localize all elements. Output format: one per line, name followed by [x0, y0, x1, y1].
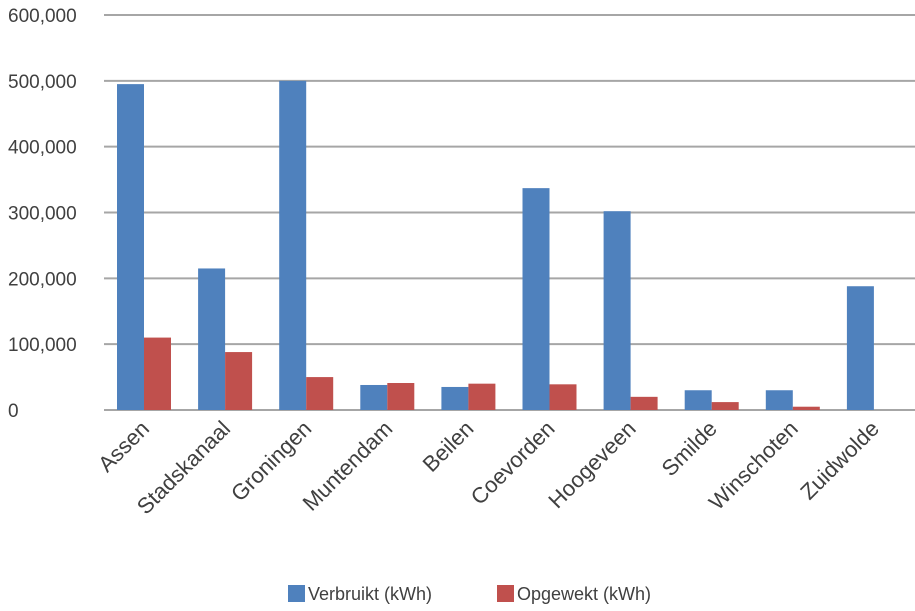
legend: Verbruikt (kWh) Opgewekt (kWh): [288, 584, 651, 604]
bar-verbruikt: [765, 390, 793, 410]
x-category-label: Smilde: [657, 416, 722, 481]
bar-opgewekt: [306, 377, 334, 410]
y-tick-label: 200,000: [8, 269, 77, 290]
bar-opgewekt: [711, 402, 739, 410]
bars: [117, 80, 874, 410]
bar-verbruikt: [441, 386, 469, 410]
bar-opgewekt: [144, 337, 171, 410]
x-category-label: Assen: [93, 416, 154, 477]
bar-verbruikt: [522, 188, 550, 410]
y-axis-tick-labels: 0 100,000 200,000 300,000 400,000 500,000 600,…: [8, 6, 77, 422]
y-tick-label: 0: [8, 401, 19, 422]
y-tick-label: 500,000: [8, 72, 77, 93]
bar-verbruikt: [198, 268, 226, 410]
x-category-label: Beilen: [418, 416, 479, 477]
bar-verbruikt: [279, 80, 307, 410]
bar-opgewekt: [225, 352, 253, 410]
legend-label: Opgewekt (kWh): [517, 584, 651, 604]
y-tick-label: 100,000: [8, 335, 77, 356]
y-tick-label: 600,000: [8, 6, 77, 27]
bar-verbruikt: [117, 84, 144, 410]
bar-verbruikt: [360, 384, 388, 410]
bar-opgewekt: [387, 383, 415, 410]
bar-verbruikt: [846, 286, 874, 410]
bar-opgewekt: [792, 406, 820, 410]
x-category-label: Hoogeveen: [543, 416, 640, 513]
bar-opgewekt: [630, 396, 658, 410]
bar-verbruikt: [684, 390, 712, 410]
legend-label: Verbruikt (kWh): [308, 584, 432, 604]
bar-verbruikt: [603, 211, 631, 410]
legend-swatch-opgewekt: [497, 585, 514, 602]
bar-opgewekt: [549, 384, 577, 410]
y-tick-label: 400,000: [8, 138, 77, 159]
y-tick-label: 300,000: [8, 204, 77, 225]
x-category-label: Zuidwolde: [795, 416, 884, 505]
gridlines: [104, 14, 915, 411]
bar-opgewekt: [468, 383, 496, 410]
legend-swatch-verbruikt: [288, 585, 305, 602]
